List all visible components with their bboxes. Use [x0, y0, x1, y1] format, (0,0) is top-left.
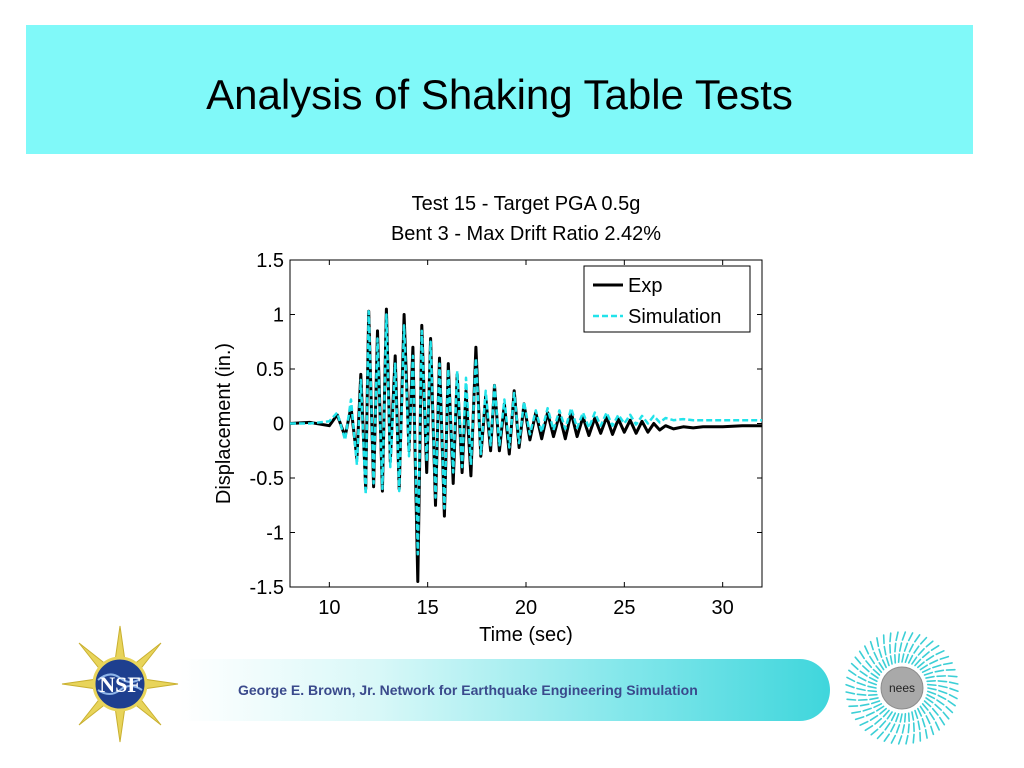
x-tick-label: 25: [613, 597, 635, 619]
x-tick-label: 15: [417, 597, 439, 619]
legend-box: [583, 265, 751, 333]
slide-title: Analysis of Shaking Table Tests: [206, 71, 793, 118]
y-tick-label: 0: [273, 414, 284, 436]
x-tick-label: 10: [318, 597, 340, 619]
y-tick-label: 1: [273, 305, 284, 327]
nees-logo-text: nees: [889, 681, 915, 695]
footer-band: [180, 659, 830, 721]
x-tick-label: 30: [712, 597, 734, 619]
series-line-simulation: [290, 309, 762, 556]
y-tick-label: 0.5: [256, 359, 284, 381]
legend-label-simulation: Simulation: [628, 306, 721, 328]
y-tick-label: -1: [266, 523, 284, 545]
legend: Exp Simulation: [583, 265, 751, 333]
y-tick-label: -0.5: [250, 468, 284, 490]
series-group: [290, 307, 762, 583]
x-tick-label: 20: [515, 597, 537, 619]
y-tick-label: 1.5: [256, 250, 284, 272]
nees-logo-icon: nees: [845, 631, 959, 745]
title-banner: Analysis of Shaking Table Tests: [26, 25, 973, 154]
x-axis-label: Time (sec): [479, 624, 573, 646]
y-axis-label: Displacement (in.): [213, 343, 235, 504]
nsf-logo-text: NSF: [99, 672, 141, 697]
chart-title-line: Test 15 - Target PGA 0.5g: [412, 193, 641, 215]
footer-text: George E. Brown, Jr. Network for Earthqu…: [238, 682, 698, 698]
y-tick-label: -1.5: [250, 577, 284, 599]
chart-title-line: Bent 3 - Max Drift Ratio 2.42%: [391, 223, 661, 245]
nsf-logo-icon: NSF: [61, 625, 179, 743]
legend-label-exp: Exp: [628, 275, 662, 297]
